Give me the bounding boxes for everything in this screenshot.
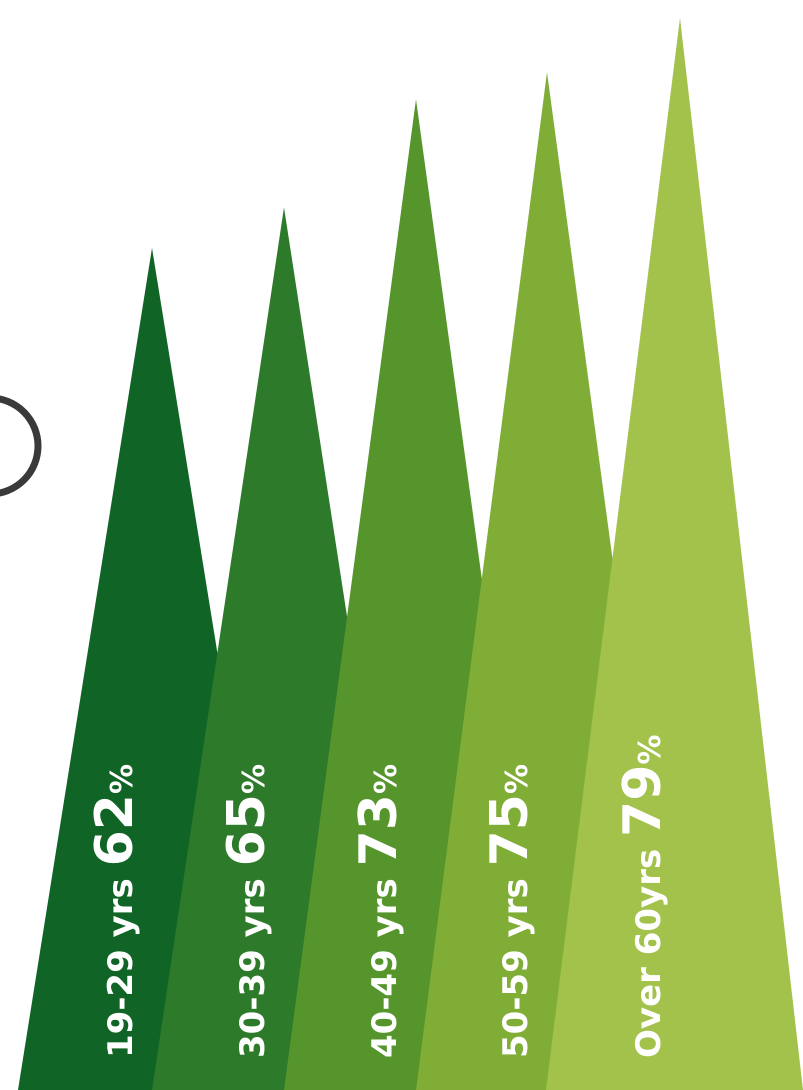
percent-sign: % — [633, 735, 668, 765]
value-label: 65 — [217, 794, 277, 866]
peak-label-5: Over 60yrs 79% — [613, 735, 673, 1059]
category-label: 50-59 yrs — [496, 866, 536, 1058]
category-label: Over 60yrs — [629, 837, 669, 1058]
peaks-layer — [18, 18, 803, 1090]
category-label: 19-29 yrs — [101, 866, 141, 1058]
category-label: 30-39 yrs — [233, 866, 273, 1058]
value-label: 79 — [613, 765, 673, 837]
category-label: 40-49 yrs — [365, 866, 405, 1058]
value-label: 62 — [85, 794, 145, 866]
labels-layer: 19-29 yrs 62%30-39 yrs 65%40-49 yrs 73%5… — [85, 735, 673, 1059]
percent-sign: % — [500, 764, 535, 794]
percent-sign: % — [369, 764, 404, 794]
value-label: 73 — [349, 794, 409, 866]
percent-sign: % — [237, 764, 272, 794]
percent-sign: % — [105, 764, 140, 794]
peak-label-3: 40-49 yrs 73% — [349, 764, 409, 1058]
peak-5 — [546, 18, 803, 1090]
peak-label-4: 50-59 yrs 75% — [480, 764, 540, 1058]
peak-label-2: 30-39 yrs 65% — [217, 764, 277, 1058]
peak-label-1: 19-29 yrs 62% — [85, 764, 145, 1058]
value-label: 75 — [480, 794, 540, 866]
partial-ring-graphic — [0, 395, 42, 497]
